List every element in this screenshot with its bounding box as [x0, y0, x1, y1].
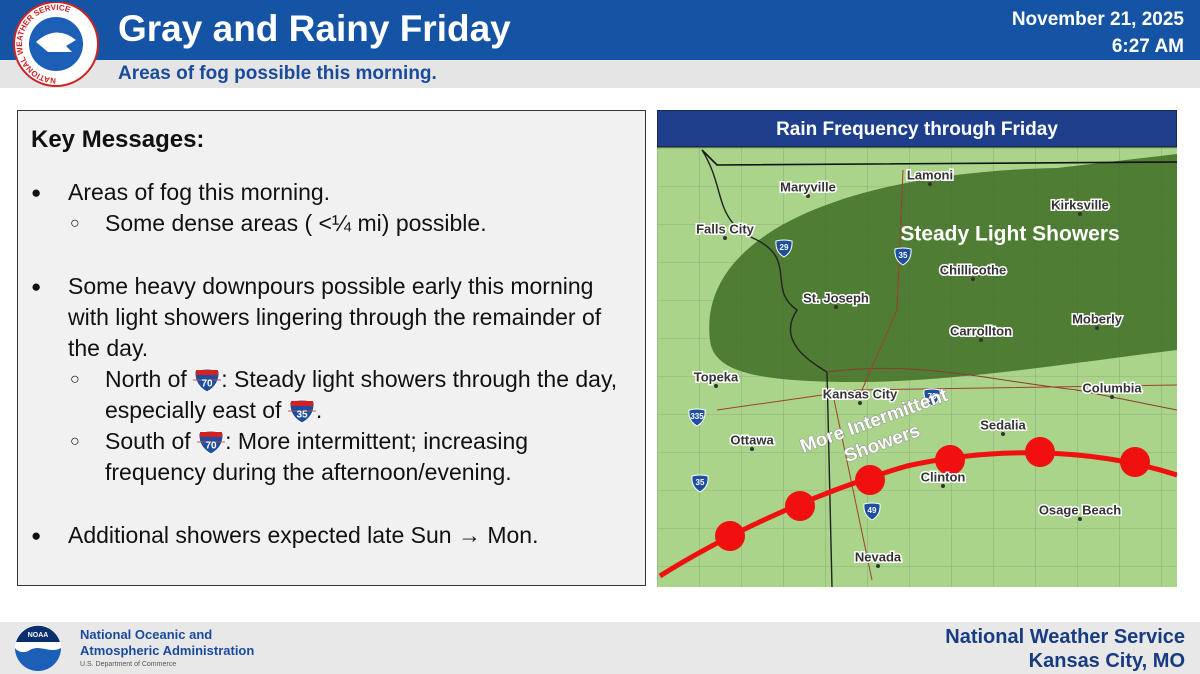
city-label: Kirksville: [1051, 197, 1109, 212]
shield-shape: [863, 502, 881, 521]
shield-shape: [923, 388, 941, 407]
city-dot: [750, 447, 754, 451]
key-messages: Key Messages: Areas of fog this morning.…: [17, 110, 646, 586]
city-label: Carrollton: [950, 323, 1012, 338]
office-line: Kansas City, MO: [1028, 650, 1185, 672]
city-dot: [723, 236, 727, 240]
bullet-group: Areas of fog this morning.Some dense are…: [31, 177, 631, 239]
shield-number: 35: [696, 478, 705, 487]
sub-bullet: North of 70: Steady light showers throug…: [68, 364, 631, 426]
city-dot: [714, 384, 718, 388]
city-label: Osage Beach: [1039, 502, 1121, 517]
office: National Weather Service Kansas City, MO: [945, 625, 1185, 673]
bullet: Additional showers expected late Sun → M…: [31, 520, 631, 551]
text-run: South of: [105, 428, 198, 454]
bullet-group: Additional showers expected late Sun → M…: [31, 520, 631, 551]
shield-top: [196, 370, 219, 375]
noaa-dept: U.S. Department of Commerce: [80, 661, 177, 668]
city-label: Nevada: [855, 549, 902, 564]
city-dot: [1078, 517, 1082, 521]
key-messages-heading: Key Messages:: [31, 126, 205, 153]
text-run: Some dense areas ( <¼ mi) possible.: [105, 210, 487, 236]
map-shield: 29: [775, 239, 793, 258]
city-dot: [928, 182, 932, 186]
map-shield: 49: [863, 502, 881, 521]
city-label: Topeka: [694, 369, 739, 384]
shield-number: 49: [868, 506, 877, 515]
city-label: Maryville: [780, 179, 836, 194]
sub-bullet: Some dense areas ( <¼ mi) possible.: [68, 208, 631, 239]
subtitle-bar: [0, 60, 1200, 88]
timestamp: November 21, 2025 6:27 AM: [1012, 6, 1184, 60]
shield-shape: [775, 239, 793, 258]
shield-top: [290, 401, 313, 406]
noaa-line: National Oceanic and: [80, 627, 213, 642]
shield-top: [200, 432, 223, 437]
noaa-logo-text: NOAA: [28, 632, 49, 639]
text-run: : Steady light showers through the day, …: [105, 366, 618, 423]
city-dot: [941, 484, 945, 488]
map-title: Rain Frequency through Friday: [776, 119, 1058, 140]
city-dot: [979, 338, 983, 342]
shield-number: 35: [296, 410, 308, 421]
map-shield: 70: [923, 388, 941, 407]
city-label: St. Joseph: [803, 290, 869, 305]
shield-number: 70: [206, 441, 218, 452]
city-dot: [1110, 395, 1114, 399]
city-dot: [1095, 326, 1099, 330]
shield-number: 29: [780, 243, 789, 252]
noaa-name: National Oceanic and Atmospheric Adminis…: [80, 627, 254, 671]
map-shield: 335: [688, 408, 706, 427]
shield-number: 70: [928, 392, 937, 401]
shield-shape: [894, 247, 912, 266]
footer-bar: [0, 622, 1200, 674]
noaa-logo: NOAA: [15, 625, 61, 671]
noaa-line: Atmospheric Administration: [80, 643, 255, 658]
map: Rain Frequency through Friday Lamoni Mary…: [657, 110, 1177, 587]
city-label: Clinton: [921, 469, 966, 484]
city-dot: [1001, 432, 1005, 436]
bullet: Some heavy downpours possible early this…: [31, 271, 631, 364]
bullet-group: Some heavy downpours possible early this…: [31, 271, 631, 488]
city-label: Columbia: [1082, 380, 1142, 395]
shield-shape: [688, 408, 706, 427]
city-dot: [806, 194, 810, 198]
city-dot: [834, 305, 838, 309]
map-shield: 35: [894, 247, 912, 266]
city-label: Kansas City: [823, 386, 898, 401]
city-dot: [858, 401, 862, 405]
office-line: National Weather Service: [945, 626, 1185, 648]
map-shield: 35: [691, 474, 709, 493]
header-bar: [0, 0, 1200, 60]
text-run: .: [315, 397, 323, 423]
bullet: Areas of fog this morning.: [31, 177, 631, 208]
shield-shape: [691, 474, 709, 493]
sub-bullet: South of 70: More intermittent; increasi…: [68, 426, 631, 488]
text-run: : More intermittent; increasing frequenc…: [105, 428, 529, 485]
city-dot: [876, 564, 880, 568]
interstate-shield: 70: [197, 430, 226, 455]
city-label: Sedalia: [980, 417, 1026, 432]
city-label: Falls City: [696, 221, 755, 236]
subtitle: Areas of fog possible this morning.: [118, 63, 437, 84]
shield-number: 70: [202, 379, 214, 390]
interstate-shield: 35: [287, 399, 316, 424]
city-dot: [971, 277, 975, 281]
interstate-shield: 70: [193, 368, 222, 393]
region-label: Steady Light Showers: [900, 223, 1119, 246]
city-label: Chillicothe: [940, 262, 1006, 277]
title: Gray and Rainy Friday: [118, 8, 511, 49]
city-label: Ottawa: [730, 432, 774, 447]
city-label: Moberly: [1072, 311, 1123, 326]
shield-number: 335: [690, 412, 704, 421]
date: November 21, 2025: [1011, 9, 1184, 30]
text-run: North of: [105, 366, 194, 392]
city-dot: [1078, 212, 1082, 216]
time: 6:27 AM: [1111, 36, 1184, 57]
city-label: Lamoni: [907, 167, 953, 182]
nws-logo: NATIONAL WEATHER SERVICE: [13, 2, 99, 87]
shield-number: 35: [899, 251, 908, 260]
bullet-list: Areas of fog this morning.Some dense are…: [31, 177, 631, 583]
